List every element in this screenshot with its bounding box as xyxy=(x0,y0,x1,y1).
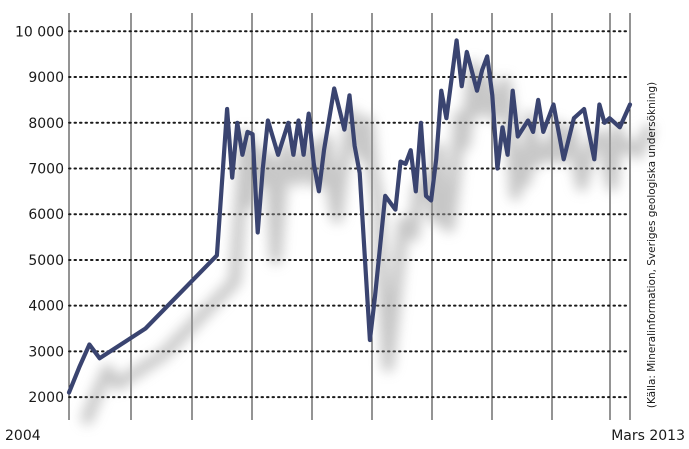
x-start-label: 2004 xyxy=(5,428,41,444)
series-shadow xyxy=(87,66,648,418)
y-tick-label: 6000 xyxy=(28,207,64,223)
y-tick-label: 2000 xyxy=(28,390,64,406)
source-note: (Källa: Mineralinformation, Sveriges geo… xyxy=(646,82,658,408)
x-end-label: Mars 2013 xyxy=(611,428,685,444)
y-tick-label: 5000 xyxy=(28,253,64,269)
y-tick-label: 7000 xyxy=(28,161,64,177)
y-tick-label: 8000 xyxy=(28,116,64,132)
shadow-layer xyxy=(87,66,648,418)
y-tick-label: 4000 xyxy=(28,299,64,315)
y-tick-label: 3000 xyxy=(28,344,64,360)
line-layer xyxy=(69,40,630,392)
y-tick-label: 9000 xyxy=(28,70,64,86)
series-line xyxy=(69,40,630,392)
y-tick-label: 10 000 xyxy=(15,24,64,40)
